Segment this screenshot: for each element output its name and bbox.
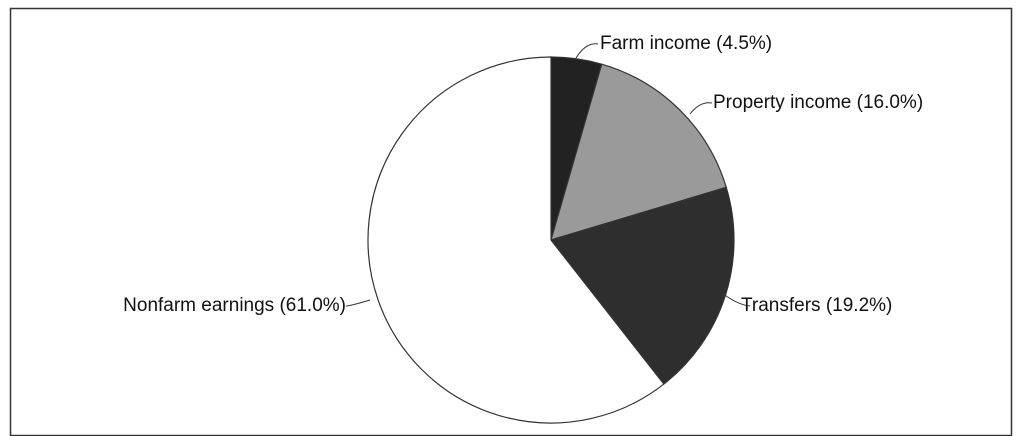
category-label: Nonfarm earnings	[123, 295, 274, 316]
value-label: (4.5%)	[716, 33, 772, 54]
leader-line	[689, 102, 713, 115]
slice-label: Nonfarm earnings (61.0%)	[123, 295, 346, 316]
leader-line	[721, 292, 751, 307]
slice-label: Farm income (4.5%)	[600, 33, 772, 54]
leader-line	[575, 43, 599, 59]
slice-label: Property income (16.0%)	[713, 92, 923, 113]
pie-slice	[550, 63, 728, 241]
category-label: Farm income	[600, 33, 711, 54]
category-label: Transfers	[741, 295, 821, 316]
value-label: (19.2%)	[826, 295, 893, 316]
value-label: (61.0%)	[279, 295, 346, 316]
slice-label: Transfers (19.2%)	[741, 295, 892, 316]
pie-slice	[367, 56, 665, 424]
leader-line	[345, 299, 371, 307]
category-label: Property income	[713, 92, 851, 113]
value-label: (16.0%)	[857, 92, 924, 113]
